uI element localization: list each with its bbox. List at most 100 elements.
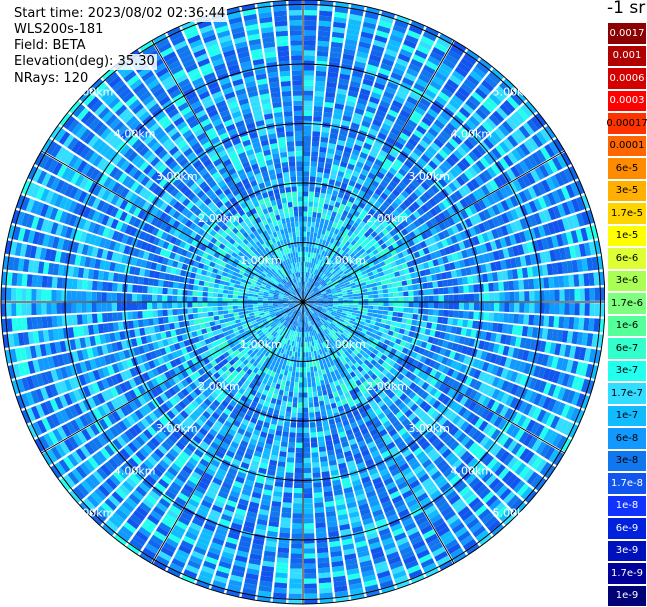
range-gate — [427, 315, 434, 322]
range-gate — [338, 219, 344, 226]
range-gate — [388, 306, 394, 312]
range-gate — [346, 223, 352, 231]
range-gate — [594, 303, 600, 317]
range-gate — [433, 119, 445, 130]
range-gate — [317, 207, 323, 214]
range-gate — [307, 282, 311, 288]
range-gate — [563, 275, 570, 288]
range-gate — [388, 131, 398, 141]
range-gate — [322, 481, 332, 488]
range-gate — [509, 302, 515, 313]
range-gate — [312, 211, 317, 218]
range-gate — [321, 213, 327, 220]
range-gate — [455, 130, 467, 142]
range-gate — [354, 107, 365, 116]
range-gate — [318, 202, 324, 209]
range-gate — [391, 316, 398, 322]
range-gate — [410, 58, 424, 69]
range-gate — [389, 180, 398, 189]
range-gate — [278, 542, 290, 549]
range-gate — [472, 275, 479, 284]
range-gate — [283, 370, 289, 376]
range-gate — [356, 51, 369, 59]
range-gate — [408, 296, 414, 302]
range-gate — [337, 170, 345, 178]
range-gate — [443, 302, 449, 310]
range-gate — [352, 170, 360, 178]
range-gate — [330, 243, 336, 250]
range-gate — [425, 131, 436, 142]
range-gate — [310, 231, 314, 238]
range-gate — [348, 158, 357, 166]
range-gate — [386, 81, 399, 91]
range-gate — [274, 435, 282, 442]
range-gate — [326, 236, 332, 243]
range-gate — [307, 387, 313, 393]
range-gate — [370, 320, 376, 325]
range-gate — [316, 248, 320, 255]
range-gate — [361, 147, 370, 155]
range-gate — [371, 316, 377, 322]
range-gate — [513, 280, 520, 291]
range-gate — [295, 457, 303, 464]
range-gate — [498, 313, 504, 323]
range-gate — [524, 302, 530, 313]
range-gate — [295, 367, 300, 373]
range-gate — [436, 323, 443, 331]
range-gate — [554, 289, 560, 301]
range-gate — [332, 222, 338, 229]
range-gate — [448, 99, 461, 110]
range-gate — [325, 91, 336, 98]
range-gate — [372, 119, 383, 127]
range-gate — [414, 175, 424, 185]
range-gate — [344, 234, 351, 241]
range-gate — [274, 582, 288, 589]
range-gate — [325, 193, 332, 200]
range-gate — [381, 145, 391, 154]
range-gate — [319, 587, 333, 594]
range-gate — [328, 231, 334, 238]
range-gate — [346, 95, 357, 103]
range-gate — [376, 318, 382, 323]
range-gate — [290, 376, 295, 383]
range-gate — [273, 592, 287, 599]
range-gate — [310, 291, 315, 296]
range-gate — [378, 306, 384, 311]
range-gate — [324, 399, 330, 406]
range-gate — [342, 295, 348, 298]
range-gate — [348, 85, 360, 93]
range-gate — [276, 471, 285, 478]
range-gate — [336, 88, 348, 95]
range-gate — [348, 180, 356, 187]
range-gate — [485, 117, 497, 130]
range-gate — [293, 503, 303, 509]
range-gate — [283, 421, 290, 428]
range-gate — [303, 372, 307, 378]
range-gate — [315, 282, 320, 287]
range-gate — [287, 452, 295, 458]
range-gate — [309, 257, 313, 263]
range-gate — [320, 192, 326, 199]
range-gate — [384, 274, 391, 280]
range-gate — [346, 201, 353, 208]
range-gate — [286, 457, 295, 463]
range-gate — [353, 296, 359, 300]
range-gate — [309, 181, 316, 187]
range-gate — [379, 167, 388, 175]
range-gate — [451, 134, 463, 145]
range-gate — [308, 262, 312, 268]
range-gate — [292, 402, 298, 408]
range-gate — [330, 41, 343, 49]
range-gate — [419, 194, 428, 204]
range-gate — [353, 199, 361, 206]
range-gate — [309, 186, 315, 192]
range-gate — [401, 128, 412, 137]
range-gate — [354, 61, 366, 69]
range-gate — [303, 115, 312, 121]
range-gate — [325, 270, 330, 276]
range-gate — [358, 213, 365, 221]
range-gate — [342, 210, 349, 217]
range-gate — [326, 209, 333, 216]
range-gate — [437, 280, 444, 288]
range-gate — [312, 136, 320, 142]
